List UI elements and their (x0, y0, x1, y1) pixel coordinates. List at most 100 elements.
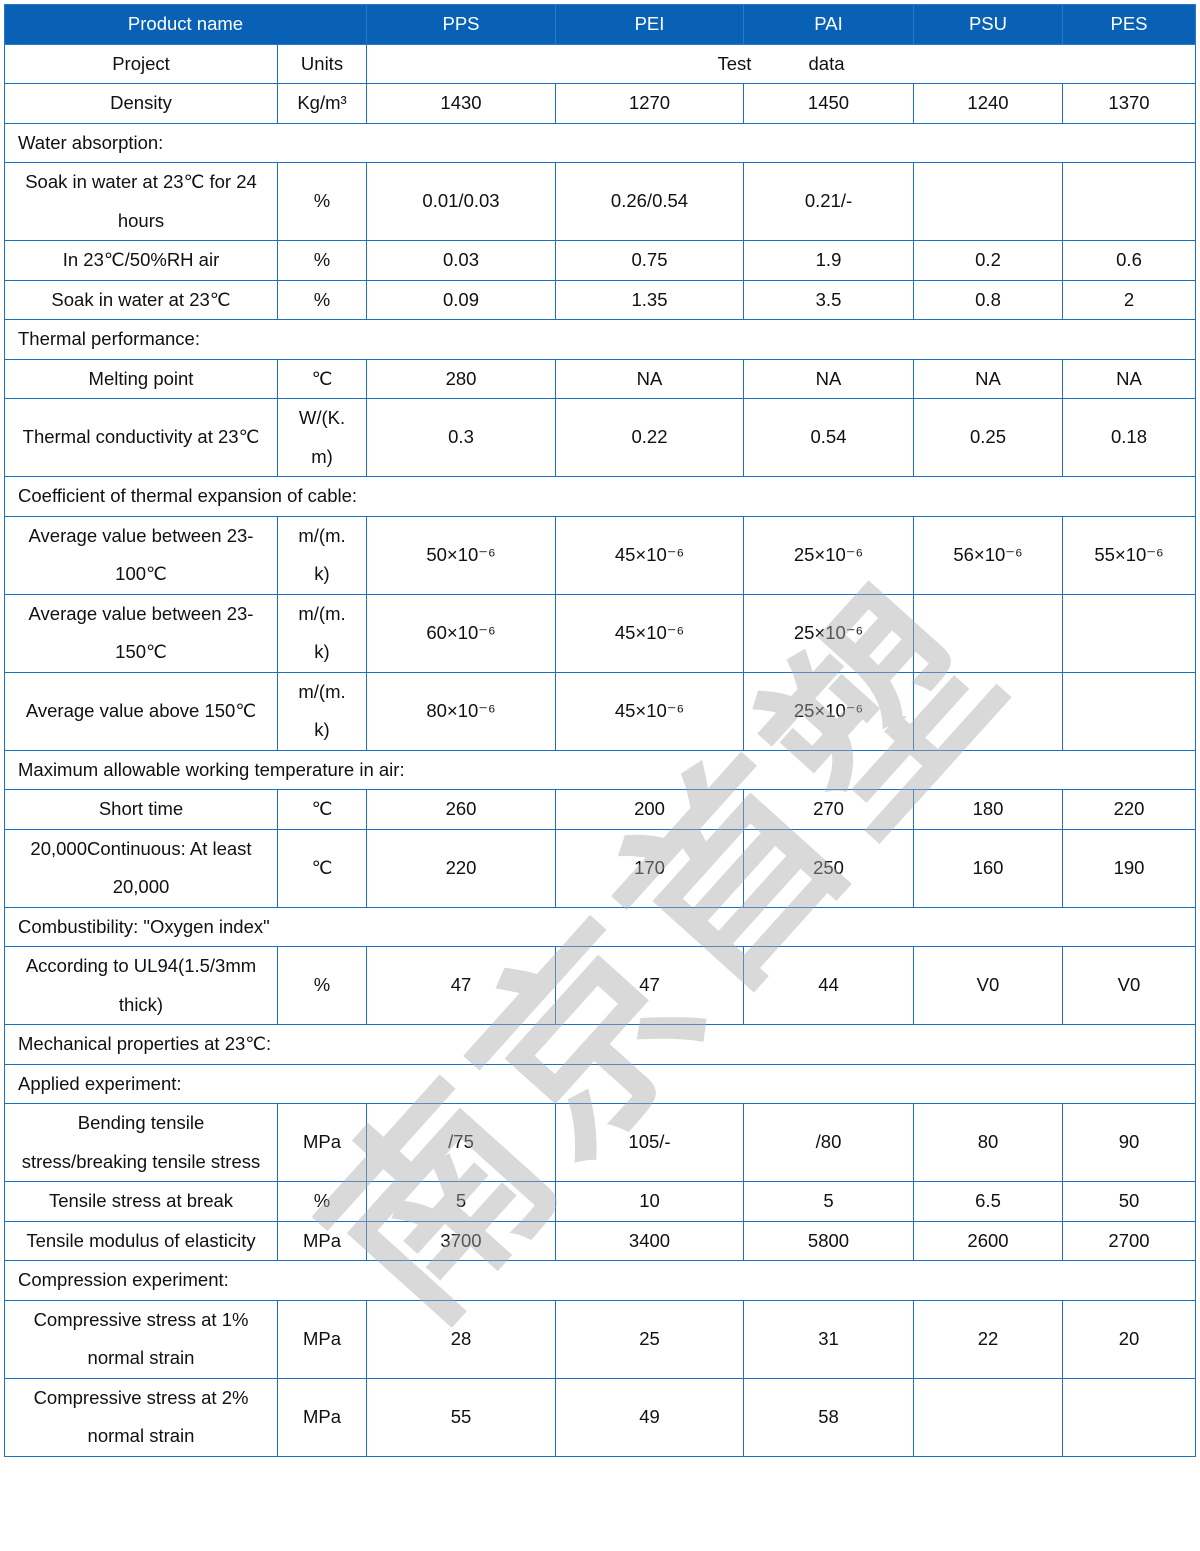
value-cell-pai: 270 (743, 789, 914, 830)
value-cell-pai: 58 (743, 1377, 914, 1457)
property-label: Melting point (4, 358, 278, 399)
section-label: Applied experiment: (4, 1063, 1196, 1104)
section-label: Maximum allowable working temperature in… (4, 749, 1196, 790)
unit-cell: MPa (277, 1299, 367, 1379)
value-cell-pes: 0.6 (1062, 240, 1196, 281)
table-row: 20,000Continuous: At least 20,000 ℃ 220 170… (4, 828, 1196, 908)
product-header-pps: PPS (366, 4, 556, 45)
value-cell-pps: 60×10⁻⁶ (366, 593, 556, 673)
value-cell-psu (913, 162, 1063, 241)
value-cell-pei: 47 (555, 946, 744, 1025)
value-cell-pes: 0.18 (1062, 398, 1196, 477)
property-label: In 23℃/50%RH air (4, 240, 278, 281)
value-cell-pai: /80 (743, 1103, 914, 1182)
value-cell-psu (913, 1377, 1063, 1457)
header-row: Product name PPS PEI PAI PSU PES (4, 4, 1196, 45)
unit-cell: % (277, 162, 367, 241)
value-cell-pps: 0.09 (366, 279, 556, 320)
value-cell-psu: V0 (913, 946, 1063, 1025)
project-header: Project (4, 43, 278, 84)
value-cell-pei: 200 (555, 789, 744, 830)
section-row: Compression experiment: (4, 1260, 1196, 1301)
product-name-header: Product name (4, 4, 367, 45)
property-label: Soak in water at 23℃ (4, 279, 278, 320)
value-cell-pai: 25×10⁻⁶ (743, 671, 914, 751)
section-row: Water absorption: (4, 122, 1196, 163)
section-label: Mechanical properties at 23℃: (4, 1024, 1196, 1065)
value-cell-pei: 45×10⁻⁶ (555, 671, 744, 751)
value-cell-pes (1062, 1377, 1196, 1457)
value-cell-psu: 6.5 (913, 1181, 1063, 1222)
value-cell-pps: /75 (366, 1103, 556, 1182)
section-label: Combustibility: "Oxygen index" (4, 906, 1196, 947)
section-row: Maximum allowable working temperature in… (4, 749, 1196, 790)
table-row: Tensile modulus of elasticity MPa 3700 3400… (4, 1220, 1196, 1261)
unit-cell: MPa (277, 1220, 367, 1261)
property-label: Tensile stress at break (4, 1181, 278, 1222)
value-cell-pai: NA (743, 358, 914, 399)
value-cell-pei: 105/- (555, 1103, 744, 1182)
table-row: Soak in water at 23℃ for 24 hours% 0.01/0… (4, 162, 1196, 241)
value-cell-pps: 260 (366, 789, 556, 830)
value-cell-psu: 160 (913, 828, 1063, 908)
section-label: Coefficient of thermal expansion of cabl… (4, 476, 1196, 517)
unit-cell: W/(K.m) (277, 398, 367, 477)
table-row: Thermal conductivity at 23℃ W/(K.m) 0.3 0.2… (4, 398, 1196, 477)
value-cell-pps: 0.3 (366, 398, 556, 477)
value-cell-pps: 5 (366, 1181, 556, 1222)
value-cell-pei: 45×10⁻⁶ (555, 593, 744, 673)
unit-cell: m/(m.k) (277, 593, 367, 673)
value-cell-pps: 47 (366, 946, 556, 1025)
property-label: Compressive stress at 2% normal strain (4, 1377, 278, 1457)
units-header: Units (277, 43, 367, 84)
section-label: Compression experiment: (4, 1260, 1196, 1301)
property-label: Short time (4, 789, 278, 830)
value-cell-pei: 10 (555, 1181, 744, 1222)
value-cell-psu: 0.25 (913, 398, 1063, 477)
table-row: Compressive stress at 1% normal strain MP… (4, 1299, 1196, 1379)
table-row: According to UL94(1.5/3mm thick)% 47 47 44 V… (4, 946, 1196, 1025)
table-row: Compressive stress at 2% normal strain MP… (4, 1377, 1196, 1457)
value-cell-pei: 25 (555, 1299, 744, 1379)
value-cell-pps: 0.03 (366, 240, 556, 281)
value-cell-pes: 2700 (1062, 1220, 1196, 1261)
value-cell-pes (1062, 162, 1196, 241)
value-cell-pei: 170 (555, 828, 744, 908)
value-cell-pes: 55×10⁻⁶ (1062, 515, 1196, 595)
value-cell-pes (1062, 671, 1196, 751)
property-label: Density (4, 83, 278, 124)
value-cell-pps: 3700 (366, 1220, 556, 1261)
unit-cell: MPa (277, 1377, 367, 1457)
value-cell-psu: NA (913, 358, 1063, 399)
unit-cell: Kg/m³ (277, 83, 367, 124)
property-label: Average value between 23-100℃ (4, 515, 278, 595)
unit-cell: % (277, 1181, 367, 1222)
unit-cell: % (277, 946, 367, 1025)
value-cell-pei: 3400 (555, 1220, 744, 1261)
unit-cell: ℃ (277, 828, 367, 908)
value-cell-pai: 25×10⁻⁶ (743, 593, 914, 673)
value-cell-pei: 0.22 (555, 398, 744, 477)
table-row: Bending tensile stress/breaking tensile … (4, 1103, 1196, 1182)
value-cell-pai: 5 (743, 1181, 914, 1222)
value-cell-pps: 1430 (366, 83, 556, 124)
value-cell-pai: 0.54 (743, 398, 914, 477)
value-cell-pai: 3.5 (743, 279, 914, 320)
property-label: Thermal conductivity at 23℃ (4, 398, 278, 477)
value-cell-pei: 1270 (555, 83, 744, 124)
value-cell-pps: 55 (366, 1377, 556, 1457)
value-cell-pes: 90 (1062, 1103, 1196, 1182)
value-cell-pes: V0 (1062, 946, 1196, 1025)
value-cell-pes: 1370 (1062, 83, 1196, 124)
section-row: Combustibility: "Oxygen index" (4, 906, 1196, 947)
product-header-pai: PAI (743, 4, 914, 45)
property-label: According to UL94(1.5/3mm thick) (4, 946, 278, 1025)
value-cell-pps: 0.01/0.03 (366, 162, 556, 241)
value-cell-pai: 25×10⁻⁶ (743, 515, 914, 595)
section-row: Coefficient of thermal expansion of cabl… (4, 476, 1196, 517)
unit-cell: % (277, 279, 367, 320)
section-row: Thermal performance: (4, 319, 1196, 360)
value-cell-pai: 44 (743, 946, 914, 1025)
product-header-pes: PES (1062, 4, 1196, 45)
value-cell-psu (913, 593, 1063, 673)
